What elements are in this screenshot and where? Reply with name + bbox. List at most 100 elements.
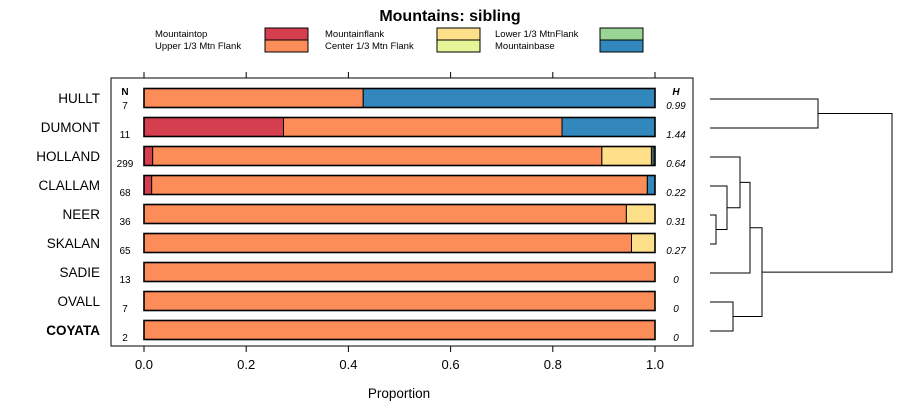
legend: Mountaintop Mountainflank Lower 1/3 MtnFla…: [155, 27, 644, 53]
dendrogram-node-root: [762, 113, 893, 273]
legend-swatch-upper-1-3-mtn-flank: [264, 39, 309, 53]
bar-segment-upper-1-3-mtn-flank: [143, 262, 656, 282]
n-value: 13: [119, 275, 131, 286]
legend-swatch-lower-1-3-mtnflank: [599, 27, 644, 41]
legend-swatch-mountaintop: [264, 27, 309, 41]
row-dumont: DUMONT 11 1.44: [41, 116, 686, 141]
dendrogram-branch: [710, 301, 734, 332]
bar-segment-mountainbase: [362, 88, 656, 108]
x-tick-label: 1.0: [646, 357, 664, 372]
bar-segment-upper-1-3-mtn-flank: [283, 117, 563, 137]
h-column-header: H: [672, 87, 680, 98]
bar-outline: [143, 116, 656, 138]
n-value: 7: [122, 304, 128, 315]
legend-swatch-center-1-3-mtn-flank: [436, 39, 481, 53]
dendrogram-branch: [762, 113, 893, 273]
h-value: 0: [673, 304, 679, 315]
bar-segment-mountainbase: [561, 117, 656, 137]
x-tick-label: 0.0: [135, 357, 153, 372]
bar-segment-mountaintop: [143, 175, 153, 195]
bar-outline: [143, 145, 656, 167]
legend-label-upper-1-3-mtn-flank: Upper 1/3 Mtn Flank: [155, 41, 241, 52]
dendrogram-node-n-lower: [733, 227, 763, 317]
x-axis-label: Proportion: [368, 386, 430, 401]
h-value: 0.64: [666, 159, 686, 170]
n-value: 11: [120, 130, 131, 141]
dendrogram-branch: [710, 156, 741, 209]
row-label: SADIE: [59, 265, 100, 280]
bar-outline: [143, 261, 656, 283]
dendrogram-node-n-clallam-ns: [710, 185, 728, 230]
row-label: CLALLAM: [38, 178, 100, 193]
dendrogram-branch: [733, 227, 763, 317]
row-neer: NEER 36 0.31: [62, 203, 686, 228]
row-sadie: SADIE 13 0: [59, 261, 679, 286]
bar-outline: [143, 87, 656, 109]
n-value: 65: [119, 246, 131, 257]
legend-label-mountainflank: Mountainflank: [325, 29, 384, 40]
row-hullt: HULLT 7 0.99: [58, 87, 686, 112]
n-value: 7: [122, 101, 128, 112]
dendrogram-branch: [710, 214, 717, 245]
h-value: 1.44: [666, 130, 686, 141]
bar-segment-mountaintop: [143, 117, 285, 137]
row-label: COYATA: [46, 323, 100, 338]
legend-swatch-mountainbase: [599, 39, 644, 53]
bar-outline: [143, 232, 656, 254]
bar-outline: [143, 203, 656, 225]
row-label: DUMONT: [41, 120, 100, 135]
row-label: HULLT: [58, 91, 100, 106]
dendrogram-node-n-holland-cns: [710, 156, 741, 209]
dendrogram-node-n-neer-skalan: [710, 214, 717, 245]
row-label: SKALAN: [47, 236, 100, 251]
legend-label-mountainbase: Mountainbase: [495, 41, 555, 52]
x-tick-label: 0.6: [442, 357, 460, 372]
h-value: 0.31: [666, 217, 685, 228]
n-value: 2: [122, 333, 128, 344]
h-value: 0.99: [666, 101, 686, 112]
plot-frame: [110, 77, 694, 347]
row-ovall: OVALL 7 0: [57, 290, 679, 315]
bar-segment-upper-1-3-mtn-flank: [143, 88, 364, 108]
bar-segment-upper-1-3-mtn-flank: [151, 175, 648, 195]
chart-title: Mountains: sibling: [379, 8, 520, 25]
h-value: 0: [673, 275, 679, 286]
bar-segment-upper-1-3-mtn-flank: [152, 146, 603, 166]
bar-segment-mountainbase: [646, 175, 656, 195]
x-axis: 0.0 0.2 0.4 0.6 0.8 1.0: [135, 72, 664, 372]
row-holland: HOLLAND 299 0.64: [36, 145, 686, 170]
bar-outline: [143, 319, 656, 341]
bar-segment-upper-1-3-mtn-flank: [143, 320, 656, 340]
h-value: 0.27: [666, 246, 686, 257]
legend-label-center-1-3-mtn-flank: Center 1/3 Mtn Flank: [325, 41, 414, 52]
dendrogram-branch: [710, 98, 819, 129]
n-value: 36: [119, 217, 131, 228]
row-label: HOLLAND: [36, 149, 100, 164]
n-value: 68: [119, 188, 131, 199]
dendrogram-node-n-ovall-coyata: [710, 301, 734, 332]
legend-label-lower-1-3-mtnflank: Lower 1/3 MtnFlank: [495, 29, 579, 40]
bar-segment-mountainflank: [625, 204, 656, 224]
row-label: NEER: [62, 207, 100, 222]
bar-rows: HULLT 7 0.99 DUMONT 11 1.44 HOLLAND 299 0.64 CLAL…: [36, 87, 686, 344]
dendrogram-node-n-hullt-dumont: [710, 98, 819, 129]
n-column-header: N: [121, 87, 128, 98]
row-skalan: SKALAN 65 0.27: [47, 232, 686, 257]
n-value: 299: [117, 159, 134, 170]
bar-segment-upper-1-3-mtn-flank: [143, 204, 627, 224]
x-tick-label: 0.8: [544, 357, 562, 372]
x-tick-label: 0.2: [237, 357, 255, 372]
row-coyata: COYATA 2 0: [46, 319, 679, 344]
h-value: 0.22: [666, 188, 686, 199]
legend-label-mountaintop: Mountaintop: [155, 29, 207, 40]
bar-segment-mountaintop: [143, 146, 154, 166]
row-label: OVALL: [57, 294, 100, 309]
bar-segment-mountainflank: [601, 146, 652, 166]
bar-segment-upper-1-3-mtn-flank: [143, 291, 656, 311]
bar-outline: [143, 174, 656, 196]
dendrogram-branch: [710, 185, 728, 230]
bar-segment-upper-1-3-mtn-flank: [143, 233, 632, 253]
dendrogram: [710, 98, 893, 332]
bar-outline: [143, 290, 656, 312]
